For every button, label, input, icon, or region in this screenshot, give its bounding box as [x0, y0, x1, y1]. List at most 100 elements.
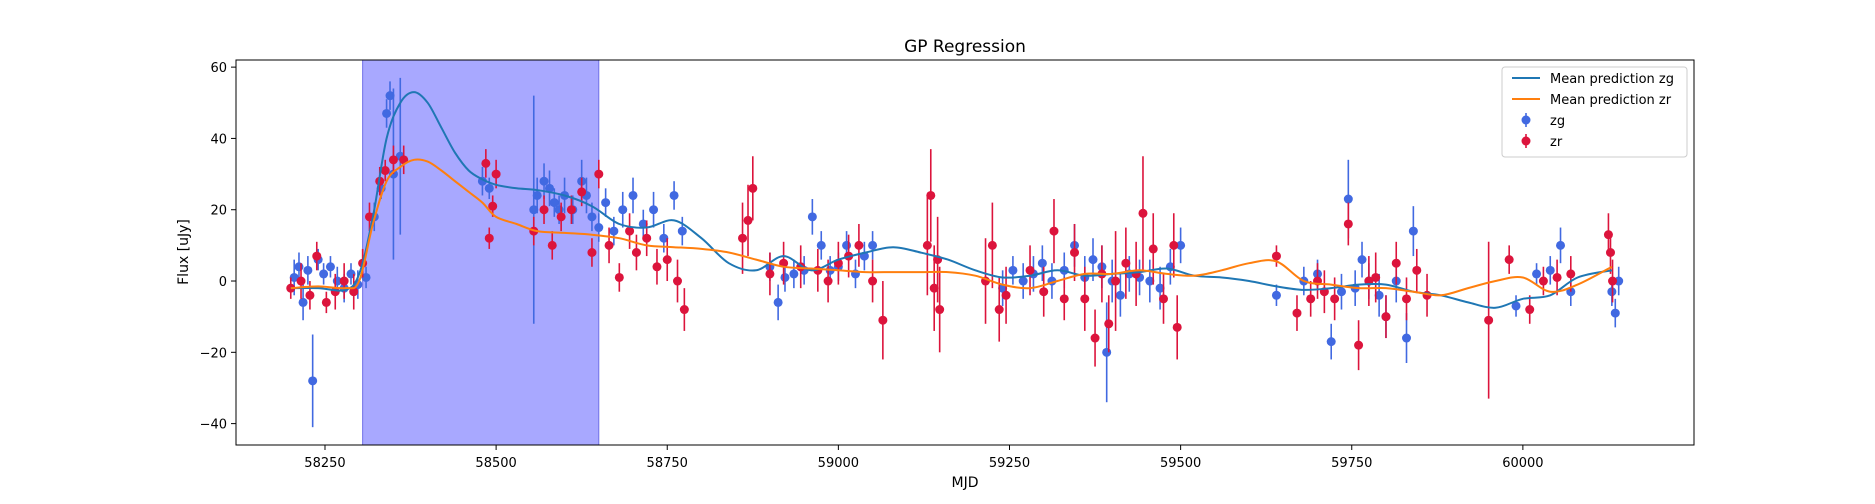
data-point-zr	[547, 231, 557, 260]
data-point-zr	[1121, 227, 1131, 299]
y-tick-label: 0	[219, 275, 227, 290]
data-point-zg	[1532, 263, 1542, 285]
data-point-zg	[361, 266, 371, 289]
data-point-zr	[1412, 248, 1422, 292]
data-point-zg	[382, 99, 392, 128]
data-point-zg	[319, 263, 329, 285]
data-point-zr	[1566, 256, 1576, 292]
data-point-zg	[601, 188, 611, 217]
data-point-zr	[1306, 281, 1316, 317]
data-point-zg	[628, 177, 638, 214]
data-point-zr	[1381, 295, 1391, 339]
data-point-zr	[614, 263, 624, 292]
data-point-zr	[481, 149, 491, 178]
data-point-zg	[1614, 266, 1624, 296]
legend-label: Mean prediction zr	[1550, 93, 1672, 108]
data-point-zr	[1608, 259, 1618, 303]
data-point-zr	[484, 227, 494, 249]
data-point-zg	[789, 259, 799, 289]
data-point-zg	[618, 191, 628, 228]
data-point-zr	[1484, 241, 1494, 399]
data-point-zr	[994, 277, 1004, 342]
data-point-zg	[594, 213, 604, 242]
data-point-zg	[649, 191, 659, 228]
data-point-zr	[854, 223, 864, 267]
data-point-zg	[529, 95, 539, 324]
legend-label: Mean prediction zg	[1550, 72, 1674, 87]
y-tick-label: 60	[210, 61, 227, 76]
data-point-zr	[823, 259, 833, 303]
data-point-zg	[1374, 273, 1384, 317]
data-point-zr	[679, 288, 689, 331]
data-point-zr	[1039, 266, 1049, 317]
data-point-zg	[1545, 256, 1555, 285]
y-tick-label: 20	[210, 204, 227, 219]
data-point-zg	[669, 181, 679, 210]
data-point-zg	[532, 177, 542, 214]
data-point-zg	[1176, 227, 1186, 264]
data-point-zg	[1008, 256, 1018, 285]
y-tick-label: −40	[200, 418, 227, 433]
data-point-zr	[922, 195, 932, 296]
data-point-zg	[303, 256, 313, 285]
x-tick-label: 59500	[1160, 456, 1201, 471]
data-point-zr	[738, 202, 748, 274]
data-point-zr	[594, 159, 604, 189]
data-point-zr	[566, 195, 576, 224]
data-point-zg	[638, 209, 648, 239]
data-point-zr	[642, 220, 652, 257]
data-point-zr	[1169, 213, 1179, 278]
data-point-zg	[308, 334, 318, 428]
data-point-zr	[556, 202, 566, 232]
legend-marker-swatch	[1521, 113, 1531, 127]
data-point-zg	[1610, 298, 1620, 328]
data-point-zg	[816, 231, 826, 260]
data-point-zg	[1018, 263, 1028, 299]
data-point-zg	[1037, 245, 1047, 282]
legend-box	[1501, 66, 1688, 158]
x-tick-label: 59750	[1331, 456, 1372, 471]
y-tick-label: −20	[200, 346, 227, 361]
data-point-zg	[1357, 241, 1367, 278]
data-point-zg	[298, 284, 308, 321]
data-point-zr	[662, 238, 672, 282]
data-point-zg	[1408, 206, 1418, 257]
x-axis-label: MJD	[952, 475, 979, 491]
data-point-zr	[1159, 273, 1169, 324]
legend-marker-swatch	[1521, 134, 1531, 148]
data-point-zr	[743, 184, 753, 257]
data-point-zg	[385, 81, 395, 110]
legend-label: zr	[1550, 135, 1563, 150]
data-point-zr	[1059, 277, 1069, 321]
data-point-zg	[325, 256, 335, 278]
data-point-zr	[1402, 277, 1412, 321]
data-point-zr	[312, 241, 322, 271]
data-point-zr	[987, 202, 997, 289]
data-point-zr	[878, 281, 888, 360]
mean-line-zr	[290, 158, 1613, 297]
data-point-zr	[1001, 266, 1011, 324]
data-point-zr	[1525, 295, 1535, 324]
data-point-zr	[339, 263, 349, 299]
data-point-zr	[926, 149, 936, 242]
y-axis-label: Flux [uJy]	[176, 219, 192, 285]
x-tick-label: 58500	[475, 456, 516, 471]
shaded-region	[362, 60, 600, 445]
data-point-zg	[484, 177, 494, 200]
plot-frame	[235, 59, 1695, 446]
data-point-zg	[1326, 323, 1336, 360]
data-point-zr	[652, 248, 662, 285]
data-point-zr	[1111, 231, 1121, 331]
data-point-zg	[1511, 295, 1521, 317]
data-point-zr	[1070, 223, 1080, 282]
data-point-zr	[765, 252, 775, 296]
data-point-zg	[868, 231, 878, 260]
data-point-zg	[1145, 259, 1155, 303]
data-point-zg	[1271, 284, 1281, 306]
data-point-zr	[1138, 156, 1148, 271]
x-tick-label: 59000	[818, 456, 859, 471]
x-tick-label: 59250	[989, 456, 1030, 471]
data-point-zg	[539, 163, 549, 200]
